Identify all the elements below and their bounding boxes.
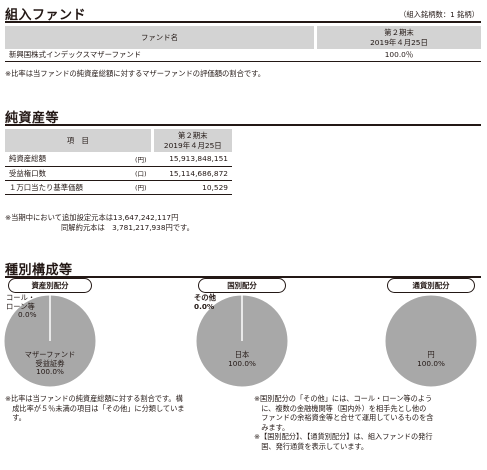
asset-allocation-slice-label-call-loan: コール・ ローン等 [6,293,36,311]
fund-header-date: 2019年４月25日 [370,37,428,47]
table-row: 純資産総額 (円) 15,913,848,151 [5,152,232,166]
currency-allocation-label: 通貨別配分 [387,278,475,293]
asset-allocation-slice-label-mother-fund: マザーファンド 受益証券 100.0% [24,350,76,376]
composition-note-right: ※国別配分の「その他」には、コール・ローン等のよう に、複数の金融機関等（国内外… [254,394,434,451]
composition-section-title: 種別構成等 [5,263,73,278]
currency-allocation-slice-label-yen: 円 100.0% [417,350,445,368]
fund-table: ファンド名 第２期末 2019年４月25日 新興国株式インデックスマザーファンド… [5,26,481,62]
fund-row-value: 100.0％ [384,50,414,60]
net-assets-row-value: 15,913,848,151 [169,154,228,164]
net-assets-header-item: 項 目 [5,129,151,152]
asset-allocation-label: 資産別配分 [8,278,92,293]
net-assets-row-unit: (円) [135,184,147,192]
table-row: 受益権口数 (口) 15,114,686,872 [5,166,232,180]
country-allocation-label: 国別配分 [198,278,286,293]
net-assets-row-unit: (円) [135,155,147,164]
net-assets-header-date: 2019年４月25日 [163,140,222,150]
country-allocation-slice-label-other: その他 0.0% [194,293,216,311]
currency-allocation-pie-slice-yen [384,294,478,388]
country-allocation-slice-label-japan: 日本 100.0% [228,350,256,368]
net-assets-note-2: 同解約元本は 3,781,217,938円です。 [61,223,194,232]
fund-header-name: ファンド名 [5,26,314,49]
net-assets-title-rule [5,124,481,126]
fund-header-period-label: 第２期末 [384,28,414,37]
net-assets-table: 項 目 第２期末 2019年４月25日 純資産総額 (円) 15,913,848… [5,129,232,195]
net-assets-header-period-label: 第２期末 [178,131,208,140]
fund-header-period: 第２期末 2019年４月25日 [317,26,481,49]
fund-title-rule [5,21,481,23]
net-assets-row-label: １万口当たり基準価額 [9,182,83,192]
net-assets-note-1: ※当期中において追加設定元本は13,647,242,117円 [5,213,179,222]
composition-note-left: ※比率は当ファンドの純資産総額に対する割合です。構 成比率が５％未満の項目は「そ… [5,394,185,423]
net-assets-row-label: 受益権口数 [9,168,46,178]
net-assets-row-unit: (口) [135,170,147,178]
fund-section-title: 組入ファンド [5,8,87,23]
asset-allocation-slice-value-call-loan: 0.0% [18,310,37,319]
fund-count-note: （組入銘柄数：1 銘柄） [399,10,479,19]
table-row: １万口当たり基準価額 (円) 10,529 [5,180,232,194]
net-assets-row-value: 10,529 [202,182,228,192]
table-row: 新興国株式インデックスマザーファンド 100.0％ [5,49,481,61]
net-assets-row-value: 15,114,686,872 [169,168,228,178]
net-assets-header-period: 第２期末 2019年４月25日 [153,129,232,152]
net-assets-row-label: 純資産総額 [9,154,46,164]
fund-row-name: 新興国株式インデックスマザーファンド [9,50,142,60]
fund-note: ※比率は当ファンドの純資産総額に対するマザーファンドの評価額の割合です。 [5,69,266,78]
net-assets-section-title: 純資産等 [5,111,60,126]
composition-title-rule [5,276,481,278]
